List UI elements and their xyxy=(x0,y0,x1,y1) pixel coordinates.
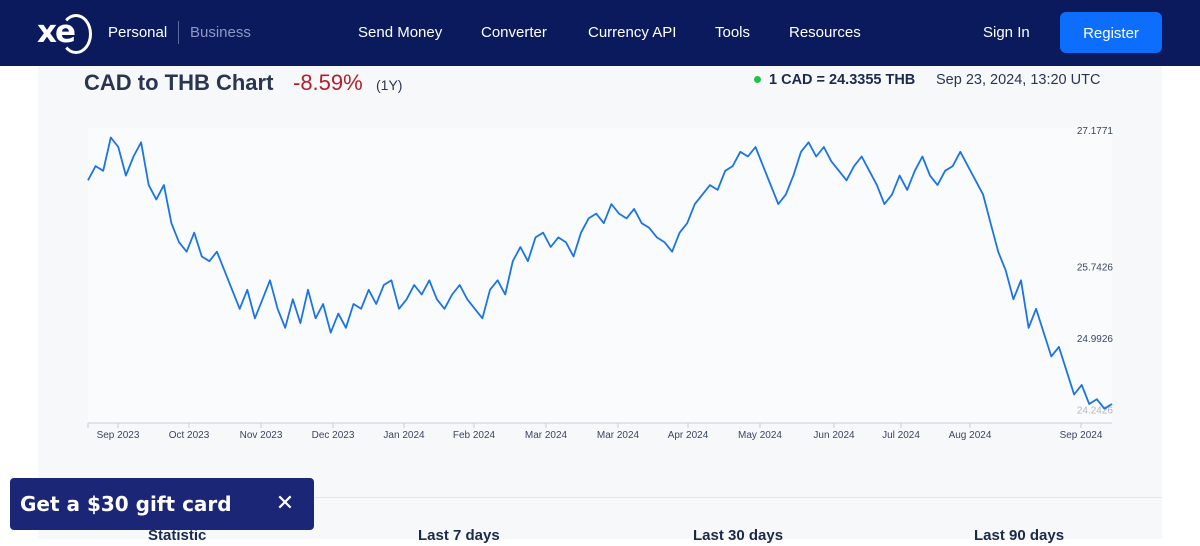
x-tick-label: Jun 2024 xyxy=(813,430,855,441)
sign-in-link[interactable]: Sign In xyxy=(983,24,1030,41)
logo-ring-icon xyxy=(60,14,92,54)
x-tick-label: Mar 2024 xyxy=(597,430,640,441)
x-tick-label: Jan 2024 xyxy=(383,430,425,441)
chart-change-percent: -8.59% xyxy=(293,70,363,95)
x-tick-label: Jul 2024 xyxy=(882,430,920,441)
live-status-dot-icon xyxy=(754,76,761,83)
section-divider xyxy=(38,497,1162,498)
chart-title: CAD to THB Chart xyxy=(84,70,274,95)
y-tick-label: 24.9926 xyxy=(1077,334,1114,345)
banner-text: Get a $30 gift card xyxy=(20,492,232,516)
x-tick-label: May 2024 xyxy=(738,430,782,441)
x-tick-label: Sep 2024 xyxy=(1060,430,1103,441)
x-tick-label: Apr 2024 xyxy=(668,430,709,441)
x-tick-label: Nov 2023 xyxy=(240,430,283,441)
current-rate: 1 CAD = 24.3355 THB xyxy=(769,72,916,88)
x-tick-label: Mar 2024 xyxy=(525,430,568,441)
x-tick-label: Feb 2024 xyxy=(453,430,496,441)
gift-card-banner[interactable]: Get a $30 gift card ✕ xyxy=(10,478,314,530)
segment-personal[interactable]: Personal xyxy=(108,24,168,41)
nav-resources[interactable]: Resources xyxy=(789,24,861,41)
x-tick-label: Aug 2024 xyxy=(949,430,992,441)
segment-business[interactable]: Business xyxy=(190,24,251,41)
chart-period: (1Y) xyxy=(376,77,403,93)
top-navigation: xe Personal Business Send Money Converte… xyxy=(0,0,1200,66)
plot-area xyxy=(88,128,1112,423)
rate-series-line xyxy=(87,136,1113,410)
rate-timestamp: Sep 23, 2024, 13:20 UTC xyxy=(936,72,1101,88)
register-button[interactable]: Register xyxy=(1060,12,1162,53)
x-tick-label: Sep 2023 xyxy=(97,430,140,441)
segment-divider xyxy=(178,21,179,44)
nav-send-money[interactable]: Send Money xyxy=(358,24,443,41)
y-tick-label: 24.2426 xyxy=(1077,405,1114,416)
close-icon[interactable]: ✕ xyxy=(275,490,295,515)
y-tick-label: 27.1771 xyxy=(1077,126,1114,137)
nav-tools[interactable]: Tools xyxy=(715,24,751,41)
x-tick-label: Oct 2023 xyxy=(169,430,210,441)
nav-currency-api[interactable]: Currency API xyxy=(588,24,677,41)
y-tick-label: 25.7426 xyxy=(1077,263,1114,274)
stats-header-90-days[interactable]: Last 90 days xyxy=(974,527,1065,544)
nav-converter[interactable]: Converter xyxy=(481,24,547,41)
x-tick-label: Dec 2023 xyxy=(312,430,355,441)
stats-header-7-days[interactable]: Last 7 days xyxy=(418,527,500,544)
stats-header-30-days[interactable]: Last 30 days xyxy=(693,527,784,544)
